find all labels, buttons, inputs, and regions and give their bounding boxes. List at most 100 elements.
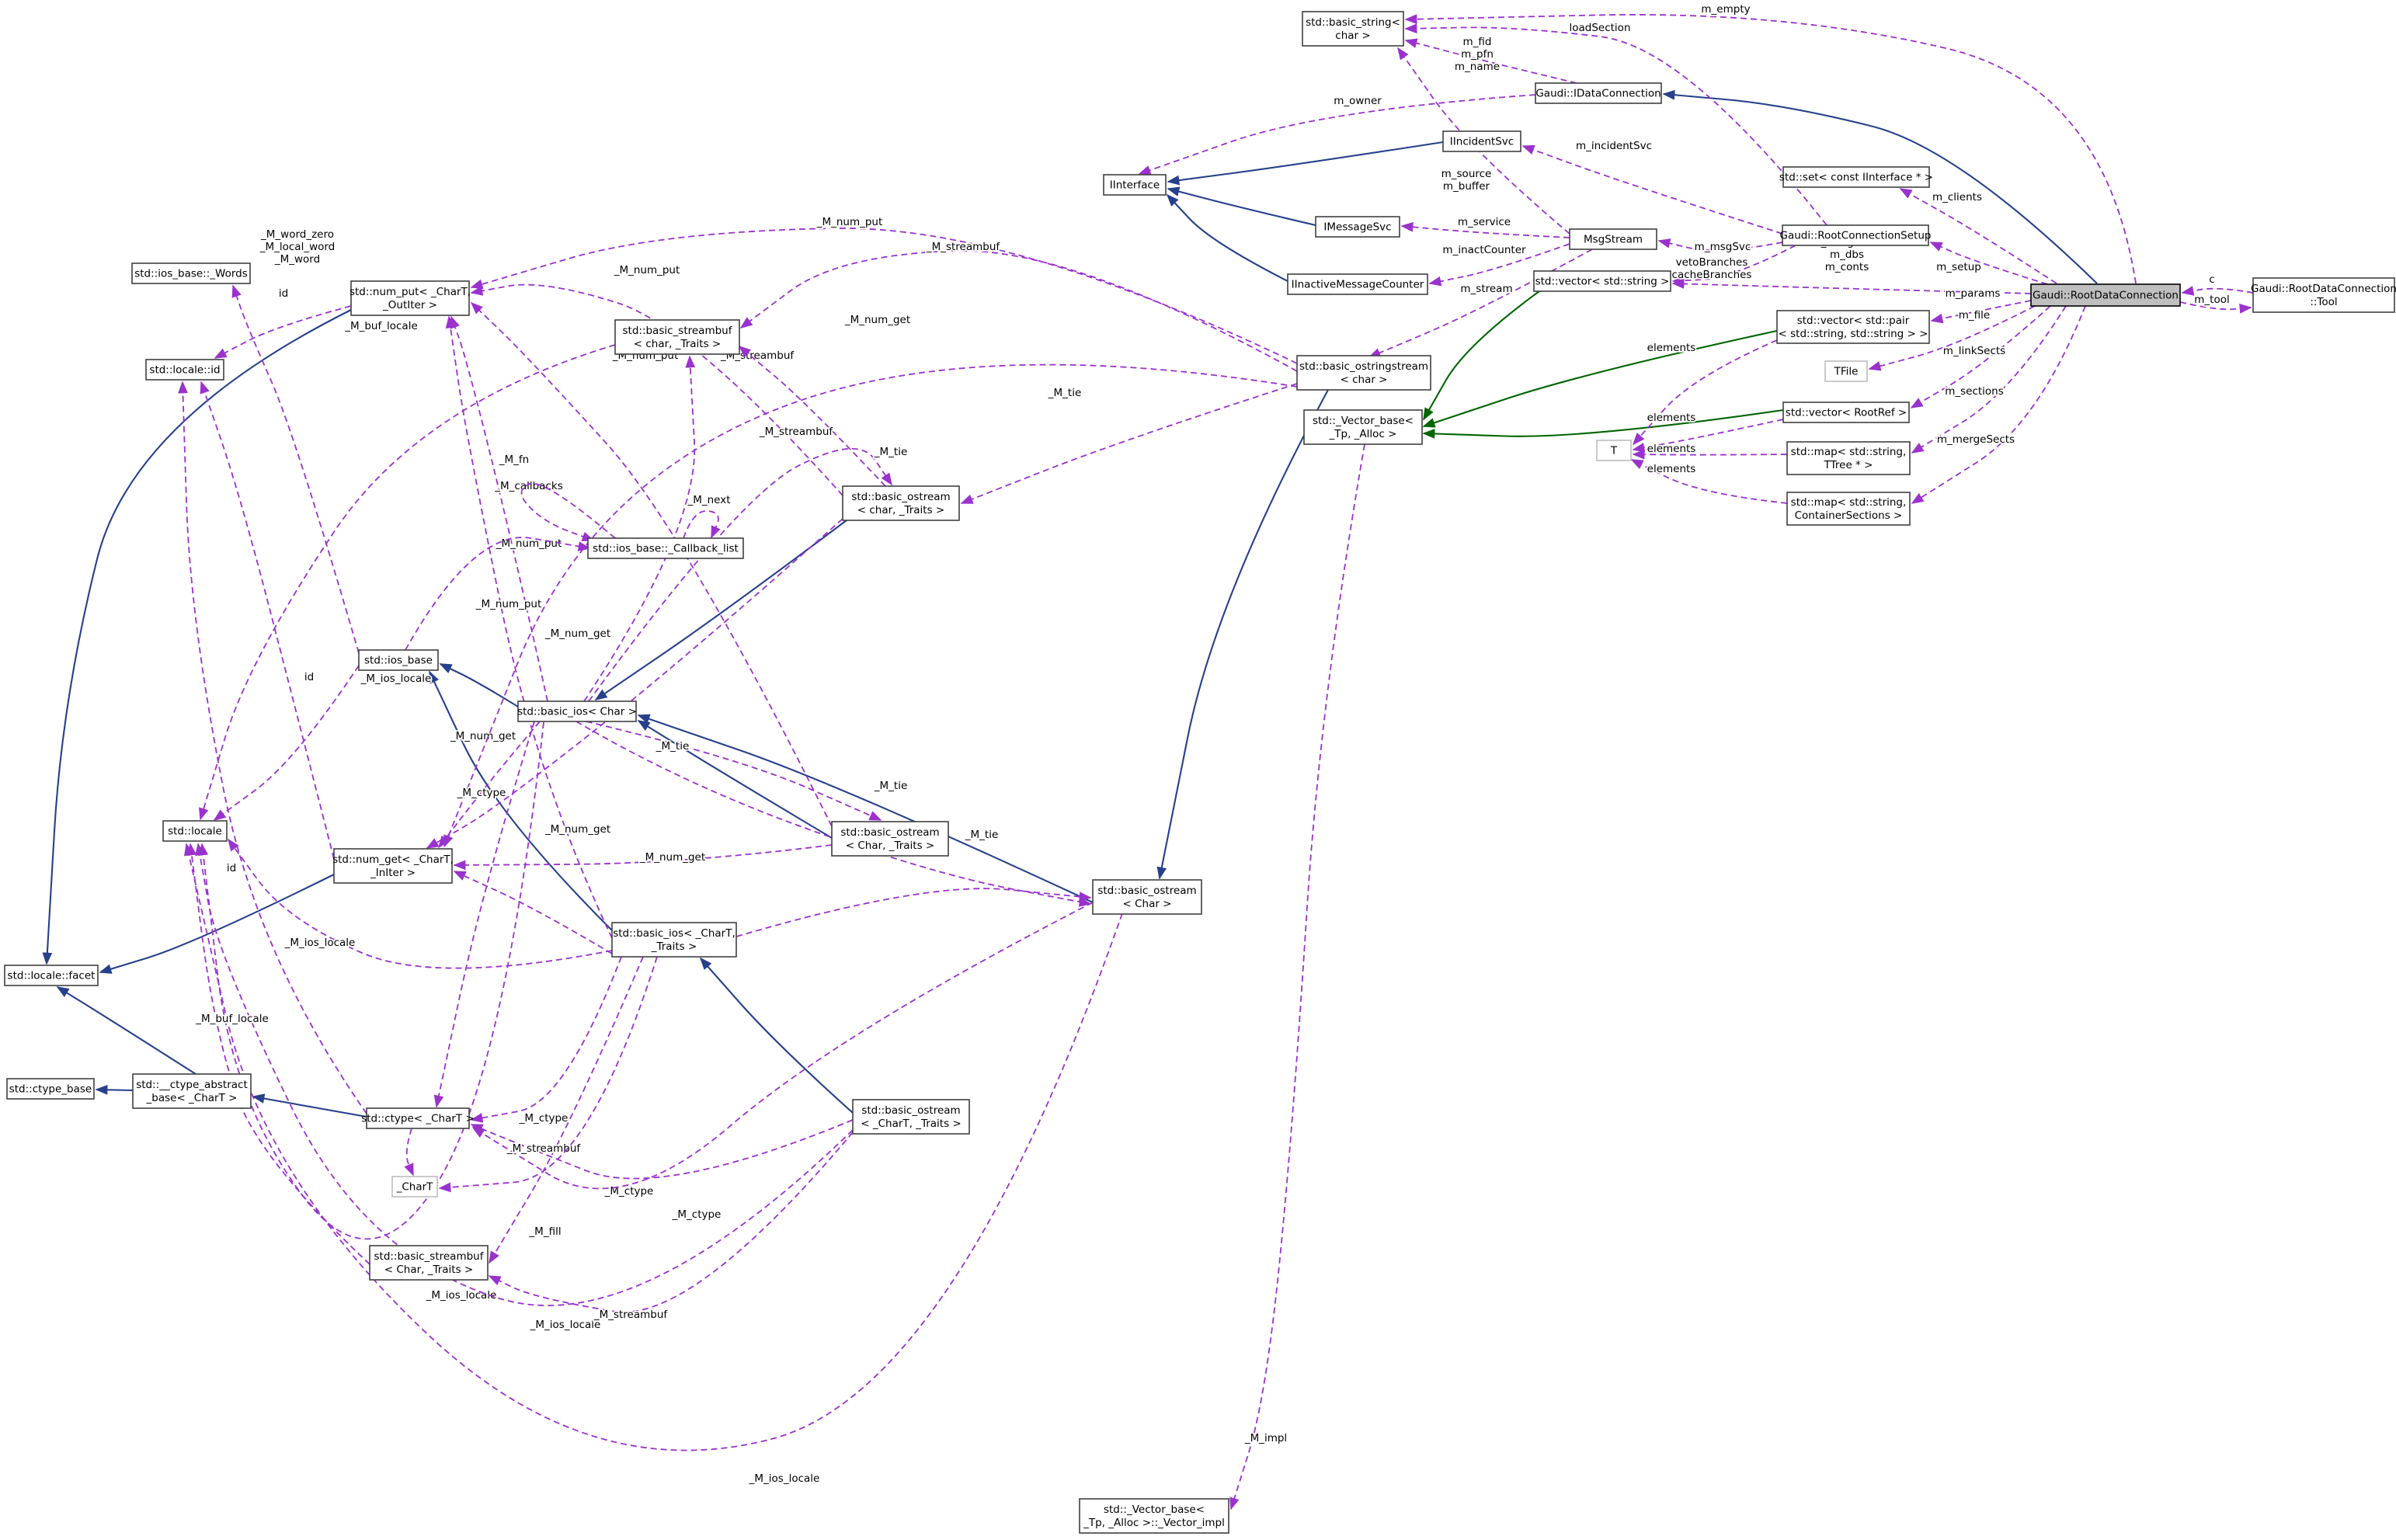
node-label: std::num_get< _CharT, _InIter > [332,853,454,879]
node-callbacklist[interactable]: std::ios_base::_Callback_list [587,537,744,559]
node-facet[interactable]: std::locale::facet [4,965,99,986]
node-ostream_CharT[interactable]: std::basic_ostream < _CharT, _Traits > [852,1099,970,1135]
edge-vectorbase-vectorimpl [1229,443,1365,1510]
node-numget[interactable]: std::num_get< _CharT, _InIter > [332,848,454,884]
edge-label-_M_fill: _M_fill [528,1225,561,1238]
edge-label-_M_buf_locale: _M_buf_locale [344,320,418,332]
edge-iosbase-locale [213,665,360,821]
edge-label-_M_num_get: _M_num_get [544,823,610,836]
node-label: std::locale [168,826,222,838]
edge-rootdataconn-map_container [1911,305,2086,504]
node-t_node[interactable]: T [1596,440,1632,461]
edge-label-_M_streambuf: _M_streambuf [926,241,1001,253]
node-label: std::locale::facet [8,970,96,982]
edge-rootdataconn-tfile [1868,305,2036,371]
node-basicstring[interactable]: std::basic_string< char > [1302,11,1404,47]
edge-rootdataconn-vectorpair [1930,300,2032,324]
edge-iinactive-iinterface [1166,193,1288,282]
node-rootconnsetup[interactable]: Gaudi::RootConnectionSetup [1780,224,1932,246]
edge-label-_M_num_put: _M_num_put [475,598,542,610]
node-ostream_Char_Traits[interactable]: std::basic_ostream < Char, _Traits > [831,821,949,857]
edge-label-_M_num_get: _M_num_get [544,627,610,640]
node-label: std::ios_base::_Words [134,268,248,280]
edge-label-m_mergeSects: m_mergeSects [1937,433,2015,446]
edge-numget-localeid [200,381,335,860]
node-tfile[interactable]: TFile [1824,360,1868,382]
edge-rootdataconn-map_ttree [1911,305,2067,454]
node-idataconnection[interactable]: Gaudi::IDataConnection [1535,82,1662,104]
edge-label-m_msgSvc: m_msgSvc [1695,241,1751,253]
node-ctypebase[interactable]: std::ctype_base [6,1078,95,1100]
node-vectorpair[interactable]: std::vector< std::pair < std::string, std… [1776,310,1930,344]
node-imessagesvc[interactable]: IMessageSvc [1315,216,1400,238]
node-basicios_Char[interactable]: std::basic_ios< Char > [517,700,637,722]
node-iosbase[interactable]: std::ios_base [358,649,439,671]
edge-ostream_CharT-basicios_CharT [699,957,854,1114]
edge-label-_M_num_put: _M_num_put [614,264,680,276]
edge-label-id: id [279,287,288,300]
edge-tool-rootdataconn [2181,286,2254,296]
edge-osstream-streambuf_char [739,249,1298,372]
edge-label-_M_fn: _M_fn [499,454,529,466]
edge-msgstream-osstream [1368,249,1593,358]
node-ostream_char[interactable]: std::basic_ostream < char, _Traits > [842,485,960,521]
node-map_ttree[interactable]: std::map< std::string, TTree * > [1786,441,1911,475]
edge-ostream_char-numget [426,518,843,849]
node-map_container[interactable]: std::map< std::string, ContainerSections … [1786,492,1911,526]
edge-label-elements: elements [1647,463,1696,475]
node-words[interactable]: std::ios_base::_Words [131,262,251,284]
node-iincidentsvc[interactable]: IIncidentSvc [1442,130,1521,152]
edge-label-_M_num_put: _M_num_put [816,216,883,228]
edge-label-m_file: m_file [1959,309,1990,322]
node-streambuf_Char[interactable]: std::basic_streambuf < Char, _Traits > [369,1245,489,1281]
node-label: std::ios_base [364,655,433,667]
node-ctypeabstract[interactable]: std::__ctype_abstract _base< _CharT > [132,1073,252,1109]
node-vectorbase[interactable]: std::_Vector_base< _Tp, _Alloc > [1303,409,1423,445]
edge-label-m_tool: m_tool [2194,294,2229,306]
edge-basicios_CharT-streambuf_Char [489,956,644,1264]
edge-basicios_Char-iosbase [439,663,519,707]
node-label: IMessageSvc [1323,221,1391,234]
edge-label-m_source: m_source m_buffer [1441,168,1492,193]
edge-basicios_Char-ostream_char [588,447,892,702]
edge-vectorpair-t_node [1632,339,1778,446]
edge-label-id: id [304,671,314,683]
edge-label-_M_num_put: _M_num_put [496,537,562,550]
node-label: std::__ctype_abstract _base< _CharT > [136,1079,248,1104]
node-localeid[interactable]: std::locale::id [145,359,224,381]
node-chart[interactable]: _CharT [391,1176,438,1198]
node-iinterface[interactable]: IInterface [1103,174,1167,196]
edge-label-_M_ctype: _M_ctype [672,1208,722,1221]
node-label: Gaudi::RootDataConnection [2033,290,2179,302]
node-setiface[interactable]: std::set< const IInterface * > [1779,166,1933,188]
edge-ctype-localeid [178,381,367,1114]
edge-basicios_Char-ostream_Char [576,721,1092,907]
node-ostream_Char[interactable]: std::basic_ostream < Char > [1092,879,1202,915]
node-osstream[interactable]: std::basic_ostringstream < char > [1296,355,1431,391]
node-streambuf_char[interactable]: std::basic_streambuf < char, _Traits > [614,319,740,355]
edge-ostream_Char_Traits-numget [453,844,833,871]
node-basicios_CharT[interactable]: std::basic_ios< _CharT, _Traits > [611,922,737,958]
edge-basicios_CharT-iosbase [429,670,613,931]
edge-label-loadSection: loadSection [1569,22,1630,34]
edge-rootconnsetup-basicstring [1404,23,1827,226]
edge-basicios_CharT-numget [453,871,613,954]
node-vectorimpl[interactable]: std::_Vector_base< _Tp, _Alloc >::_Vector… [1079,1498,1229,1534]
edge-label-_M_next: _M_next [687,494,730,506]
node-numput[interactable]: std::num_put< _CharT, _OutIter > [349,280,471,316]
node-vectorstring[interactable]: std::vector< std::string > [1533,270,1671,292]
edge-label-m_linkSects: m_linkSects [1943,345,2005,357]
edge-vectorrootref-vectorbase [1422,408,1784,439]
node-vectorrootref[interactable]: std::vector< RootRef > [1782,402,1910,423]
edge-label-_M_ctype: _M_ctype [457,787,506,799]
node-msgstream[interactable]: MsgStream [1569,228,1657,250]
node-iinactive[interactable]: IInactiveMessageCounter [1287,273,1428,295]
edge-osstream-numput [470,228,1298,364]
node-tool[interactable]: Gaudi::RootDataConnection::Tool [2251,277,2396,313]
node-locale[interactable]: std::locale [162,820,228,842]
node-label: std::ctype_base [9,1083,92,1096]
edge-label-_M_streambuf: _M_streambuf [506,1142,582,1155]
node-rootdataconn[interactable]: Gaudi::RootDataConnection [2030,283,2181,307]
node-ctype[interactable]: std::ctype< _CharT > [361,1107,475,1129]
